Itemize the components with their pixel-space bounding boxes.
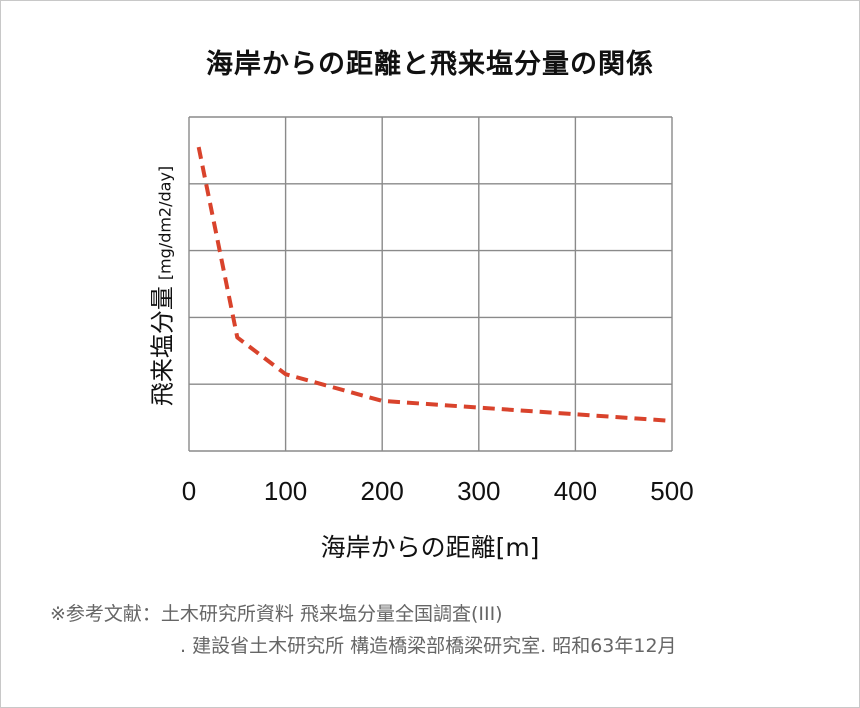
chart-title: 海岸からの距離と飛来塩分量の関係 <box>206 49 654 80</box>
y-axis-label: 飛来塩分量 [mg/dm2/day] <box>143 166 178 406</box>
plot-series <box>196 146 673 423</box>
x-tick-labels: 0 100 200 300 400 500 <box>182 476 694 506</box>
y-axis-unit: [mg/dm2/day] <box>155 165 175 281</box>
x-tick-label: 400 <box>554 476 597 506</box>
x-tick-label: 100 <box>264 476 307 506</box>
y-axis-title: 飛来塩分量 <box>148 286 177 407</box>
x-axis-label: 海岸からの距離[m] <box>320 533 540 562</box>
source-citation: ※参考文献：土木研究所資料 飛来塩分量全国調査(III) . 建設省土木研究所 … <box>50 598 677 662</box>
plot-grid <box>188 116 673 452</box>
x-tick-label: 200 <box>361 476 404 506</box>
series-line <box>196 146 673 423</box>
x-tick-label: 300 <box>457 476 500 506</box>
source-line-1: ※参考文献：土木研究所資料 飛来塩分量全国調査(III) <box>50 603 503 625</box>
x-tick-label: 0 <box>182 476 196 506</box>
source-line-2: . 建設省土木研究所 構造橋梁部橋梁研究室. 昭和63年12月 <box>180 635 677 657</box>
x-tick-label: 500 <box>650 476 693 506</box>
